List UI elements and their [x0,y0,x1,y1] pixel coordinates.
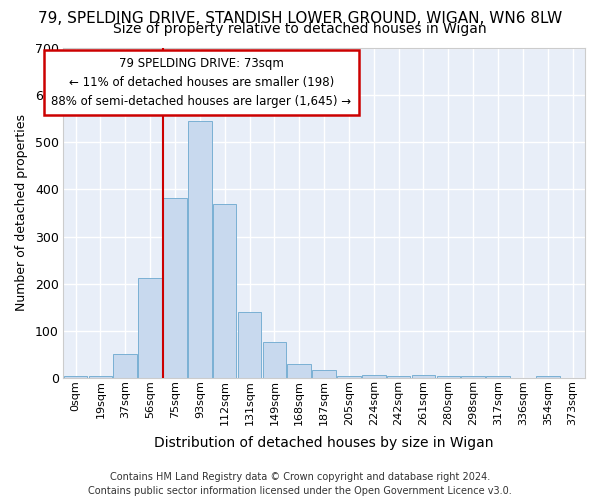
Y-axis label: Number of detached properties: Number of detached properties [15,114,28,312]
Text: 79 SPELDING DRIVE: 73sqm
← 11% of detached houses are smaller (198)
88% of semi-: 79 SPELDING DRIVE: 73sqm ← 11% of detach… [52,56,352,108]
Bar [312,370,336,378]
Bar [287,364,311,378]
Bar [461,376,485,378]
Bar [387,376,410,378]
Bar [263,342,286,378]
Bar [337,376,361,378]
Bar [213,204,236,378]
Bar [412,374,435,378]
Bar [113,354,137,378]
Bar [238,312,262,378]
Bar [64,376,88,378]
Bar [89,376,112,378]
Bar [536,376,560,378]
Bar [486,376,510,378]
Bar [138,278,162,378]
Bar [163,198,187,378]
Bar [362,374,386,378]
X-axis label: Distribution of detached houses by size in Wigan: Distribution of detached houses by size … [154,436,494,450]
Bar [188,121,212,378]
Text: 79, SPELDING DRIVE, STANDISH LOWER GROUND, WIGAN, WN6 8LW: 79, SPELDING DRIVE, STANDISH LOWER GROUN… [38,11,562,26]
Text: Contains HM Land Registry data © Crown copyright and database right 2024.
Contai: Contains HM Land Registry data © Crown c… [88,472,512,496]
Bar [437,376,460,378]
Text: Size of property relative to detached houses in Wigan: Size of property relative to detached ho… [113,22,487,36]
